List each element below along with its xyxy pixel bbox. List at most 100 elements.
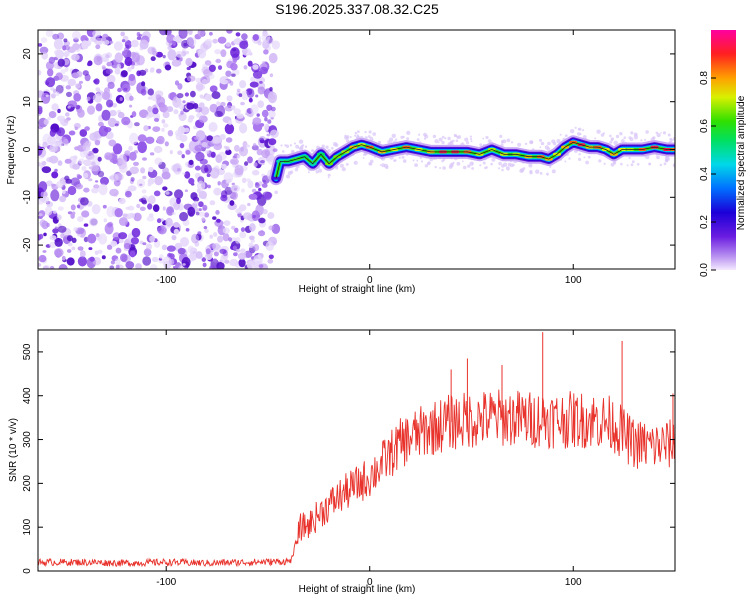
- ridge-halo-dot: [633, 135, 639, 140]
- noise-blob: [112, 143, 123, 155]
- noise-blob: [265, 241, 275, 252]
- noise-blob: [259, 80, 263, 84]
- noise-blob: [231, 73, 236, 77]
- noise-blob: [166, 245, 176, 252]
- noise-blob: [195, 251, 203, 259]
- noise-blob: [222, 227, 230, 234]
- ridge-halo-dot: [500, 143, 504, 147]
- ridge-halo-dot: [424, 134, 429, 139]
- ridge-halo-dot: [539, 138, 542, 142]
- noise-blob: [236, 88, 241, 93]
- ridge-halo-dot: [398, 156, 401, 159]
- noise-blob: [48, 56, 56, 64]
- noise-blob: [101, 91, 111, 101]
- ridge-halo-dot: [510, 141, 514, 144]
- chart-title: S196.2025.337.08.32.C25: [275, 1, 439, 17]
- noise-blob: [246, 260, 255, 269]
- noise-blob: [199, 102, 205, 108]
- noise-blob: [119, 97, 123, 101]
- noise-blob: [176, 197, 181, 204]
- ridge-halo-dot: [663, 162, 667, 166]
- noise-blob: [54, 248, 64, 258]
- noise-blob: [227, 119, 233, 126]
- ridge-halo-dot: [549, 165, 552, 168]
- ridge-halo-dot: [623, 136, 626, 139]
- noise-blob: [165, 217, 173, 227]
- noise-blob: [226, 95, 233, 102]
- noise-blob: [45, 77, 56, 88]
- noise-blob: [52, 228, 59, 234]
- ridge-halo-dot: [318, 168, 323, 173]
- noise-blob: [268, 254, 274, 260]
- noise-blob: [209, 200, 216, 206]
- noise-blob: [252, 143, 257, 147]
- noise-blob: [216, 218, 221, 223]
- noise-blob: [214, 110, 223, 118]
- noise-blob: [264, 116, 268, 122]
- noise-blob: [226, 30, 233, 34]
- noise-blob: [175, 50, 184, 58]
- noise-blob: [106, 244, 113, 250]
- ridge-halo-dot: [564, 160, 567, 163]
- noise-blob: [235, 37, 240, 42]
- noise-blob: [57, 115, 66, 122]
- noise-blob: [204, 229, 209, 233]
- noise-blob: [270, 117, 274, 120]
- noise-blob: [269, 87, 273, 92]
- noise-blob: [147, 106, 153, 113]
- ridge-halo-dot: [325, 145, 329, 149]
- noise-blob: [173, 109, 179, 115]
- noise-blob: [199, 94, 204, 99]
- ridge-halo-dot: [596, 129, 601, 134]
- noise-blob: [72, 163, 80, 170]
- noise-blob: [129, 250, 136, 258]
- ridge-halo-dot: [598, 159, 602, 163]
- noise-blob: [57, 108, 61, 114]
- noise-blob: [117, 111, 125, 119]
- noise-blob: [67, 105, 71, 109]
- noise-blob: [239, 80, 247, 89]
- noise-blob: [97, 156, 102, 162]
- noise-blob: [72, 211, 76, 215]
- noise-blob: [171, 59, 181, 67]
- ridge-halo-dot: [582, 135, 587, 139]
- noise-blob: [129, 95, 134, 102]
- noise-blob: [225, 42, 231, 47]
- noise-blob: [198, 208, 202, 212]
- noise-blob: [156, 96, 166, 107]
- spectrogram-marks: [38, 30, 675, 269]
- noise-blob: [131, 111, 137, 118]
- noise-blob: [147, 88, 154, 96]
- noise-blob: [178, 30, 188, 39]
- ridge-halo-dot: [453, 133, 457, 138]
- noise-blob: [118, 154, 127, 165]
- noise-blob: [117, 87, 122, 93]
- ridge-halo-dot: [412, 159, 415, 162]
- ridge-halo-dot: [341, 167, 346, 172]
- ridge-line: [275, 141, 675, 179]
- noise-blob: [138, 69, 147, 76]
- noise-blob: [268, 52, 278, 64]
- noise-blob: [186, 66, 191, 71]
- noise-blob: [156, 135, 165, 145]
- ridge-halo-dot: [372, 132, 377, 136]
- noise-blob: [161, 244, 168, 251]
- ridge-halo-dot: [479, 143, 483, 147]
- noise-blob: [125, 44, 130, 49]
- noise-blob: [71, 72, 80, 79]
- ridge-halo-dot: [349, 136, 352, 138]
- noise-blob: [175, 193, 181, 200]
- noise-blob: [90, 165, 100, 172]
- noise-blob: [212, 136, 222, 144]
- ridge-halo-dot: [577, 128, 581, 131]
- noise-blob: [56, 181, 64, 189]
- noise-blob: [61, 255, 66, 261]
- noise-blob: [164, 141, 169, 147]
- noise-blob: [115, 258, 121, 266]
- noise-blob: [77, 256, 87, 267]
- noise-blob: [248, 193, 258, 200]
- noise-blob: [118, 232, 128, 240]
- noise-blob: [166, 106, 174, 113]
